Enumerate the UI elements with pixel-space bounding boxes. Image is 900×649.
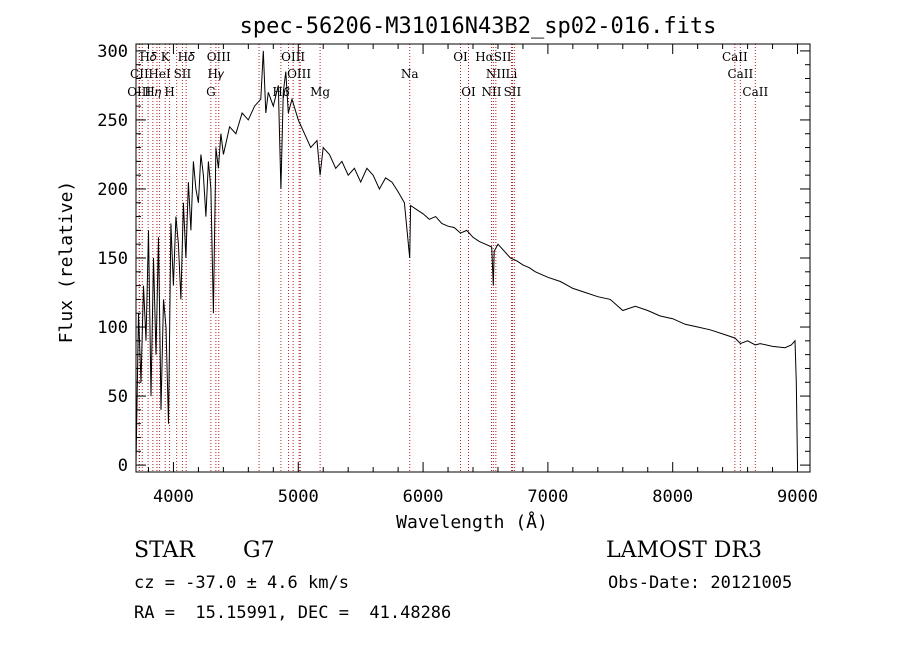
line-label: CII xyxy=(130,67,149,81)
line-label: CaII xyxy=(722,50,748,64)
line-label: Li xyxy=(506,67,518,81)
line-label: CaII xyxy=(727,67,753,81)
x-tick-label: 4000 xyxy=(153,487,194,507)
line-label: H𝛽 xyxy=(272,85,289,99)
line-label: Na xyxy=(401,67,419,81)
line-label: H𝛿 xyxy=(140,50,157,64)
spectrum-chart: spec-56206-M31016N43B2_sp02-016.fits H𝛿 K… xyxy=(56,14,818,533)
y-axis-ticks: 0 50 100 150 200 250 300 xyxy=(97,42,810,476)
line-label: SII xyxy=(174,67,192,81)
line-label: Mg xyxy=(310,85,330,99)
line-label: SII xyxy=(504,85,522,99)
line-label: OI xyxy=(453,50,468,64)
y-tick-label: 100 xyxy=(97,318,128,338)
line-label: H xyxy=(164,85,174,99)
spectrum-series-flux xyxy=(135,50,798,466)
line-label: OIII xyxy=(281,50,305,64)
line-label: K xyxy=(161,50,171,64)
x-tick-label: 9000 xyxy=(777,487,818,507)
redshift-cz: cz = -37.0 ± 4.6 km/s xyxy=(134,573,349,593)
x-tick-label: 5000 xyxy=(278,487,319,507)
y-tick-label: 150 xyxy=(97,249,128,269)
y-tick-label: 0 xyxy=(118,456,128,476)
line-label: OIII xyxy=(287,67,311,81)
line-label: NII xyxy=(481,85,501,99)
coordinates: RA = 15.15991, DEC = 41.48286 xyxy=(134,603,452,623)
x-axis-ticks: 4000 5000 6000 7000 8000 9000 xyxy=(147,44,818,507)
chart-title: spec-56206-M31016N43B2_sp02-016.fits xyxy=(240,14,717,39)
emission-line-markers xyxy=(138,44,756,472)
y-tick-label: 300 xyxy=(97,42,128,62)
line-label: HeI xyxy=(148,67,171,81)
object-class: STAR xyxy=(134,538,195,563)
survey-name: LAMOST DR3 xyxy=(606,538,762,563)
line-label: OI xyxy=(461,85,476,99)
plot-frame xyxy=(135,43,811,473)
x-tick-label: 7000 xyxy=(527,487,568,507)
line-label: G xyxy=(206,85,216,99)
line-label: OIII xyxy=(207,50,231,64)
line-label: H𝛾 xyxy=(208,67,225,81)
x-axis-label: Wavelength (Å) xyxy=(396,511,548,533)
y-tick-label: 200 xyxy=(97,180,128,200)
line-label: CaII xyxy=(742,85,768,99)
line-label: NII xyxy=(486,67,506,81)
y-tick-label: 50 xyxy=(108,387,128,407)
y-axis-label: Flux (relative) xyxy=(56,181,77,344)
x-tick-label: 8000 xyxy=(652,487,693,507)
y-tick-label: 250 xyxy=(97,111,128,131)
subclass: G7 xyxy=(243,538,275,563)
observation-date: Obs-Date: 20121005 xyxy=(608,573,793,593)
line-label: H𝛿 xyxy=(178,50,195,64)
x-tick-label: 6000 xyxy=(403,487,444,507)
line-label: HαSII xyxy=(475,50,512,64)
line-label: H𝜂 xyxy=(144,85,161,99)
